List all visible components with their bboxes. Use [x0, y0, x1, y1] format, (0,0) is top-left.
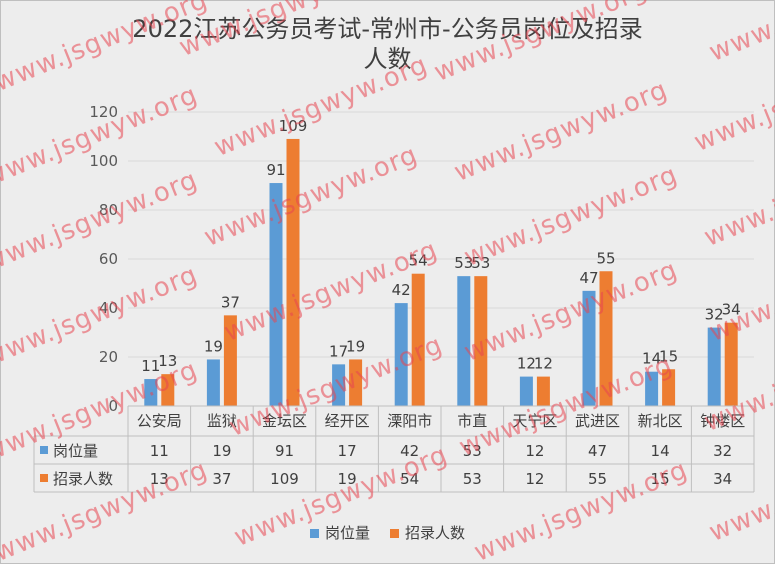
category-label: 天宁区: [512, 412, 557, 430]
data-label: 19: [204, 337, 223, 355]
data-label: 12: [517, 355, 536, 373]
table-cell: 54: [400, 470, 419, 488]
table-cell: 12: [525, 470, 544, 488]
legend-label: 岗位量: [324, 524, 370, 542]
y-tick-label: 0: [108, 397, 118, 415]
legend: 岗位量 招录人数: [0, 522, 775, 543]
bar: [286, 138, 300, 406]
bar: [724, 322, 738, 406]
table-cell: 91: [275, 442, 294, 460]
table-cell: 37: [212, 470, 231, 488]
legend-item: 岗位量: [309, 522, 370, 543]
bar: [457, 276, 471, 406]
y-tick-label: 20: [99, 348, 118, 366]
bar: [519, 376, 533, 406]
legend-item: 招录人数: [390, 522, 465, 543]
category-label: 公安局: [137, 412, 182, 430]
table-cell: 13: [150, 470, 169, 488]
bar: [144, 379, 158, 406]
data-label: 32: [705, 306, 724, 324]
bar: [582, 290, 596, 406]
table-cell: 19: [338, 470, 357, 488]
category-label: 钟楼区: [700, 412, 745, 430]
data-label: 37: [221, 293, 240, 311]
table-cell: 109: [270, 470, 299, 488]
data-label: 91: [266, 161, 285, 179]
table-cell: 55: [588, 470, 607, 488]
table-cell: 15: [651, 470, 670, 488]
data-label: 13: [158, 352, 177, 370]
table-cell: 53: [463, 470, 482, 488]
legend-label: 招录人数: [405, 524, 466, 542]
table-cell: 19: [212, 442, 231, 460]
table-cell: 47: [588, 442, 607, 460]
data-label: 15: [659, 347, 678, 365]
data-label: 47: [579, 269, 598, 287]
category-label: 新北区: [638, 412, 683, 430]
data-label: 53: [471, 254, 490, 272]
y-tick-label: 120: [89, 103, 118, 121]
table-series-name: 招录人数: [53, 470, 113, 488]
table-series-name: 岗位量: [53, 442, 98, 460]
bar: [394, 303, 408, 406]
data-label: 19: [346, 337, 365, 355]
table-cell: 42: [400, 442, 419, 460]
table-cell: 14: [651, 442, 670, 460]
category-label: 溧阳市: [387, 412, 432, 430]
chart-title-line-2: 人数: [363, 45, 412, 73]
data-label: 12: [534, 355, 553, 373]
bar: [645, 371, 659, 406]
category-label: 金坛区: [262, 412, 307, 430]
y-tick-label: 80: [99, 201, 118, 219]
bar: [269, 183, 283, 406]
bar: [474, 276, 488, 406]
bar: [161, 374, 175, 406]
table-series-swatch: [40, 474, 48, 482]
data-label: 54: [409, 252, 428, 270]
y-tick-label: 100: [89, 152, 118, 170]
category-label: 武进区: [575, 412, 620, 430]
table-cell: 17: [338, 442, 357, 460]
data-label: 109: [279, 117, 308, 135]
data-label: 14: [642, 350, 661, 368]
bar: [536, 376, 550, 406]
chart-title: 2022江苏公务员考试-常州市-公务员岗位及招录 人数: [0, 14, 775, 74]
chart-title-line-1: 2022江苏公务员考试-常州市-公务员岗位及招录: [132, 15, 643, 43]
bar: [662, 369, 676, 406]
table-cell: 34: [713, 470, 732, 488]
legend-swatch: [390, 529, 399, 538]
data-label: 42: [392, 281, 411, 299]
data-label: 34: [722, 301, 741, 319]
bar: [599, 271, 613, 406]
data-label: 55: [596, 249, 615, 267]
bar: [707, 327, 721, 406]
table-cell: 32: [713, 442, 732, 460]
bar: [206, 359, 220, 406]
category-label: 市直: [457, 412, 487, 430]
y-tick-label: 60: [99, 250, 118, 268]
data-label: 17: [329, 342, 348, 360]
legend-swatch: [309, 529, 319, 538]
category-label: 经开区: [325, 412, 370, 430]
data-label: 53: [454, 254, 473, 272]
table-cell: 53: [463, 442, 482, 460]
category-label: 监狱: [207, 412, 237, 430]
table-cell: 12: [525, 442, 544, 460]
bar: [332, 364, 346, 406]
bar: [349, 359, 363, 406]
data-label: 11: [141, 357, 160, 375]
y-tick-label: 40: [99, 299, 118, 317]
table-series-swatch: [40, 446, 48, 454]
table-cell: 11: [150, 442, 169, 460]
bar: [411, 273, 425, 406]
bar: [223, 315, 237, 406]
